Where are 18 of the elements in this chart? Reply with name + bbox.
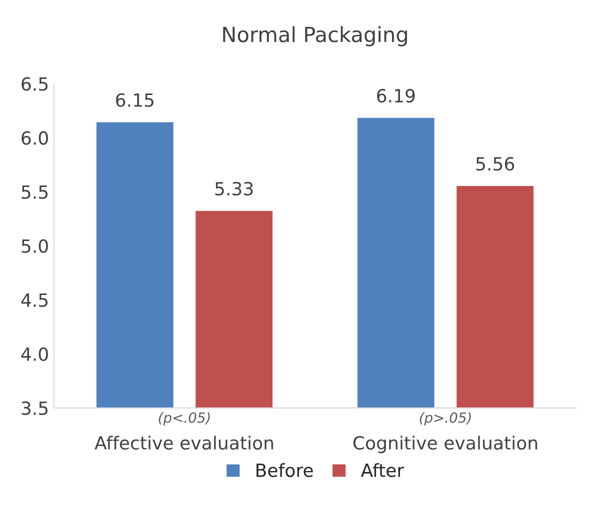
text: 6.0 — [22, 131, 48, 145]
x-tick-label: Affective evaluation — [94, 436, 273, 450]
legend-label: After — [360, 463, 404, 478]
text: 6.5 — [22, 77, 48, 91]
x-tick-label: Cognitive evaluation — [353, 436, 538, 454]
text: 5.5 — [22, 185, 48, 199]
text: 4.0 — [21, 347, 48, 362]
text: (p>.05) — [420, 412, 471, 426]
data-label: 6.15 — [116, 93, 154, 107]
text: 5.0 — [22, 239, 48, 253]
data-label: 6.19 — [377, 88, 415, 103]
chart-title: Normal Packaging — [223, 26, 407, 46]
text: 4.5 — [21, 294, 48, 307]
data-label: 5.56 — [476, 157, 514, 171]
data-label: 5.33 — [215, 182, 253, 196]
text: 3.5 — [22, 401, 48, 416]
legend-label: Before — [256, 463, 313, 478]
text: (p<.05) — [158, 412, 210, 426]
